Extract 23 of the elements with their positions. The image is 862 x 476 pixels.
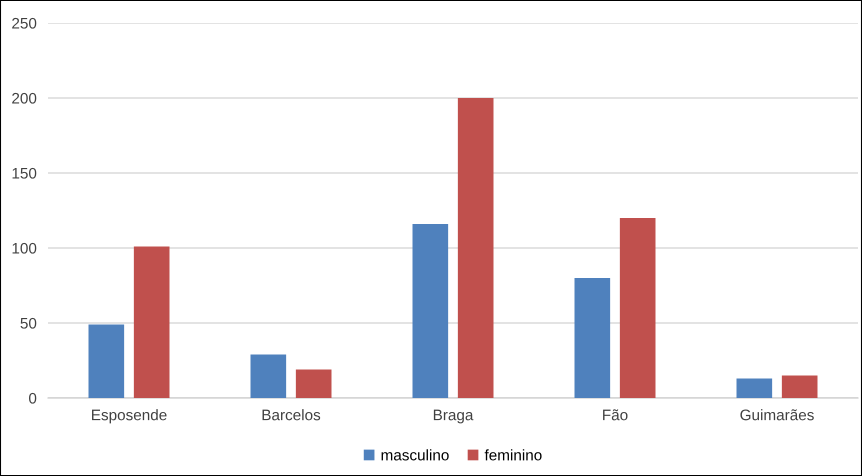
y-tick-label: 250 xyxy=(12,18,36,29)
y-tick-label: 50 xyxy=(20,318,36,329)
bar xyxy=(736,378,772,398)
bar xyxy=(458,98,494,398)
x-tick-label: Esposende xyxy=(92,409,167,424)
bar xyxy=(412,224,448,398)
legend-label: feminino xyxy=(484,449,542,460)
x-tick-label: Braga xyxy=(434,410,474,424)
bar xyxy=(620,218,656,398)
bar xyxy=(296,370,332,398)
legend-label: masculino xyxy=(382,449,449,460)
x-tick-label: Fão xyxy=(603,409,628,420)
bar xyxy=(250,354,286,398)
bar xyxy=(134,246,170,398)
y-tick-label: 0 xyxy=(28,392,36,404)
bar xyxy=(574,278,610,398)
x-tick-label: Guimarães xyxy=(740,409,814,420)
y-tick-label: 150 xyxy=(12,168,36,179)
bar xyxy=(782,376,818,398)
y-tick-label: 200 xyxy=(12,92,36,104)
x-tick-label: Barcelos xyxy=(262,409,320,420)
y-tick-label: 100 xyxy=(12,242,36,254)
bar xyxy=(88,324,124,398)
